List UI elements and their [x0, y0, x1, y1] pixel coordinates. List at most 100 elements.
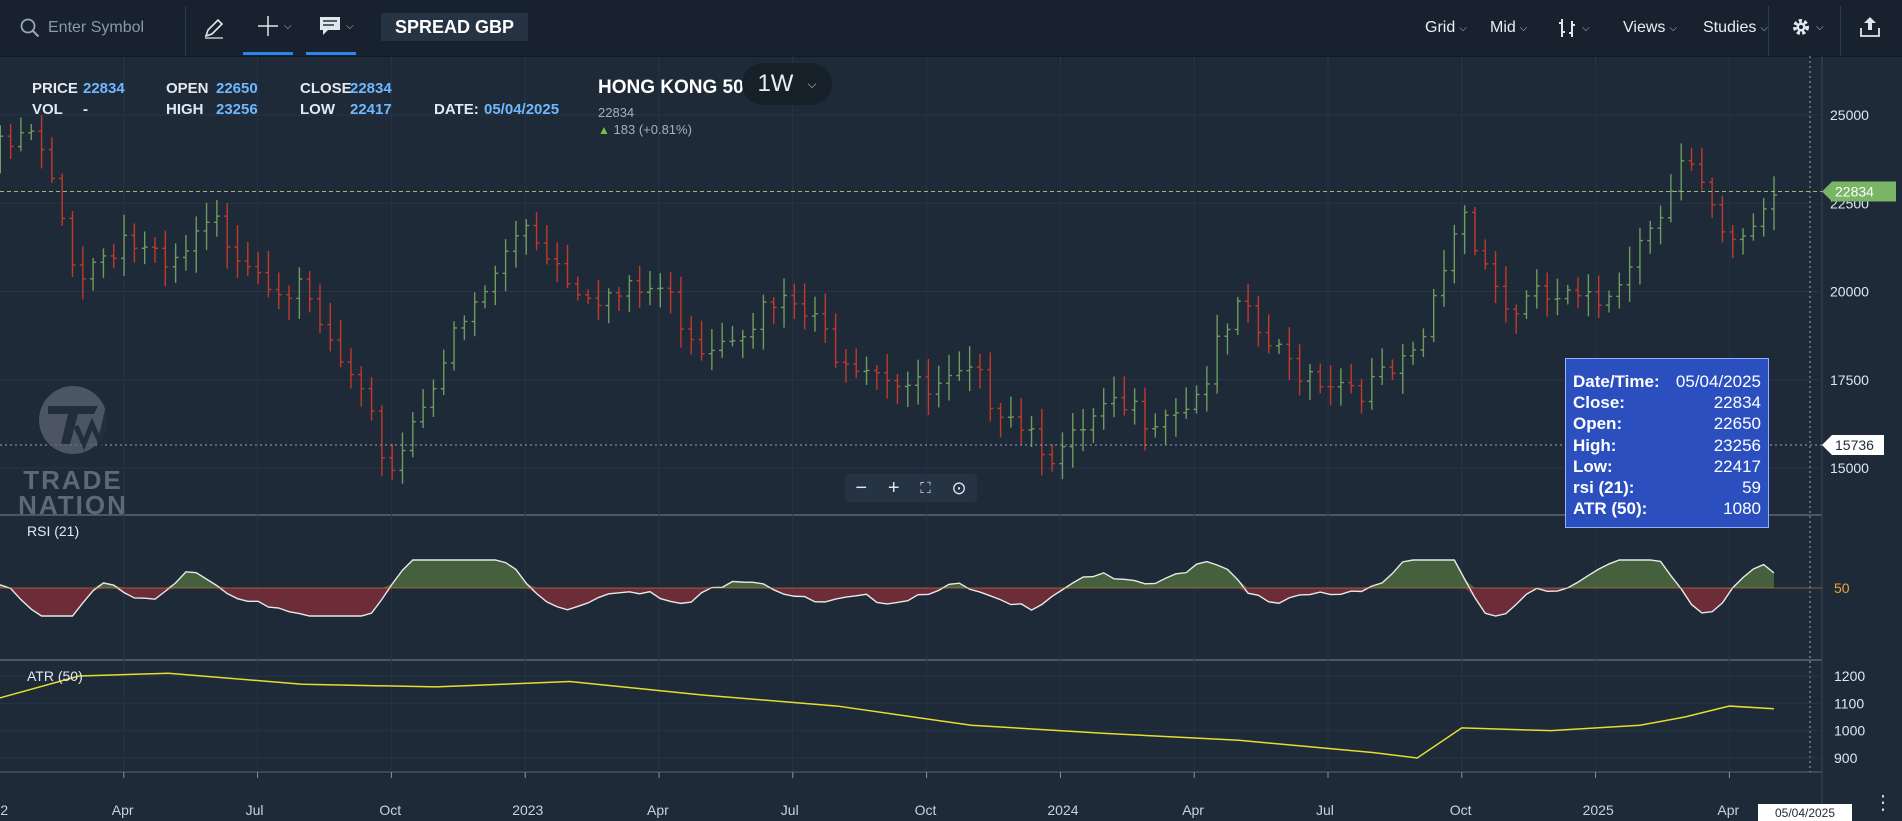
reset-zoom-icon[interactable]: ⊙ [951, 477, 967, 498]
close-label: CLOSE [300, 80, 352, 97]
high-label: HIGH [166, 101, 204, 118]
crosshair-tool-button[interactable]: ⌵ [256, 14, 292, 38]
price-type-menu[interactable]: Mid ⌵ [1490, 19, 1527, 37]
annotation-tool-button[interactable]: ⌵ [318, 15, 354, 37]
draw-tool-button[interactable] [202, 16, 226, 40]
vol-value: - [83, 101, 88, 118]
export-icon [1860, 17, 1880, 37]
atr-pane-label: ATR (50) [27, 668, 83, 684]
atr-line [0, 672, 1775, 759]
tooltip-row: rsi (21): 59 [1573, 477, 1761, 498]
price-label: PRICE [32, 80, 78, 97]
time-label: 2024 [1047, 802, 1078, 818]
close-value: 22834 [350, 80, 392, 97]
tooltip-row: Date/Time: 05/04/2025 [1573, 371, 1761, 392]
tooltip-row: High: 23256 [1573, 435, 1761, 456]
tooltip-key: High: [1573, 435, 1617, 455]
date-value: 05/04/2025 [484, 101, 560, 118]
symbol-search[interactable]: Enter Symbol [20, 14, 180, 42]
tooltip-value: 05/04/2025 [1675, 372, 1761, 391]
chart-area[interactable]: 2022 Apr Jul Oct 2023 Apr Jul Oct 2024 Apr Jul Oct 2… [0, 56, 1902, 821]
time-label: 2025 [1583, 802, 1614, 818]
logo-text-top: TRADE [23, 465, 123, 495]
grid-menu[interactable]: Grid ⌵ [1425, 19, 1467, 37]
tooltip-value: 23256 [1713, 435, 1761, 455]
tooltip-key: Close: [1573, 393, 1625, 413]
tooltip-key: rsi (21): [1573, 478, 1635, 498]
time-label: Jul [781, 802, 799, 818]
tooltip-value: 22417 [1713, 456, 1761, 476]
last-price-marker-text: 22834 [1835, 183, 1874, 199]
tooltip-key: Low: [1573, 456, 1613, 476]
atr-tick-label: 900 [1834, 750, 1858, 766]
studies-menu[interactable]: Studies ⌵ [1703, 19, 1768, 37]
low-label: LOW [300, 101, 335, 118]
price-tick-label: 15000 [1830, 460, 1869, 476]
zoom-out-icon[interactable]: − [855, 476, 868, 499]
chart-type-menu[interactable]: ⌵ [1558, 17, 1590, 39]
tooltip-row: Close: 22834 [1573, 392, 1761, 413]
share-export-button[interactable] [1857, 14, 1883, 40]
top-toolbar: Enter Symbol ⌵ ⌵ SPREAD GBP Grid ⌵ Mid ⌵ ⌵… [0, 0, 1902, 57]
time-label: Apr [1717, 802, 1739, 818]
studies-menu-label: Studies [1703, 19, 1757, 36]
interval-label: 1W [757, 70, 794, 97]
price-tick-label: 17500 [1830, 372, 1869, 388]
time-label: Apr [112, 802, 134, 818]
chevron-down-icon: ⌵ [1519, 22, 1528, 34]
time-label: Apr [647, 802, 669, 818]
price-tick-label: 20000 [1830, 284, 1869, 300]
cursor-date-label: 05/04/2025 [1758, 804, 1852, 821]
rsi-line [0, 559, 1775, 617]
fit-screen-icon[interactable]: ⛶ [920, 479, 931, 497]
price-value: 22834 [83, 80, 125, 97]
search-input[interactable]: Enter Symbol [48, 19, 145, 36]
crosshair-icon [258, 16, 278, 36]
more-vertical-icon[interactable]: ⋮ [1873, 792, 1893, 814]
toolbar-divider [1840, 6, 1841, 56]
active-tool-indicator [243, 52, 293, 55]
chevron-down-icon: ⌵ [1760, 22, 1768, 34]
views-menu-label: Views [1623, 19, 1666, 36]
trade-nation-mark-icon [39, 386, 111, 454]
tooltip-row: Open: 22650 [1573, 413, 1761, 434]
atr-tick-label: 1200 [1834, 668, 1865, 684]
toolbar-divider [1768, 6, 1769, 56]
interval-selector[interactable]: 1W ⌵ [742, 63, 832, 105]
rsi-oversold-fill [0, 588, 1774, 616]
gear-icon [1793, 19, 1809, 35]
rsi-overbought-fill [0, 560, 1774, 588]
time-label: 2022 [0, 802, 8, 818]
open-value: 22650 [216, 80, 258, 97]
tooltip-value: 22834 [1713, 393, 1761, 413]
arrow-up-icon: ▲ [598, 123, 610, 137]
comment-icon [320, 17, 340, 35]
settings-button[interactable]: ⌵ [1790, 16, 1824, 38]
tooltip-value: 59 [1742, 478, 1761, 498]
instrument-title: HONG KONG 50 [598, 77, 744, 98]
vol-info: VOL [32, 101, 63, 118]
open-label: OPEN [166, 80, 209, 97]
trade-nation-logo: TRADE NATION [18, 384, 128, 520]
tooltip-key: Open: [1573, 414, 1623, 434]
date-label: DATE: [434, 101, 479, 118]
views-menu[interactable]: Views ⌵ [1623, 19, 1677, 37]
ohlc-bars-icon [1559, 19, 1575, 37]
chevron-down-icon: ⌵ [1582, 22, 1590, 34]
chart-canvas[interactable]: 2022 Apr Jul Oct 2023 Apr Jul Oct 2024 Apr Jul Oct 2… [0, 56, 1902, 821]
time-label: Jul [246, 802, 264, 818]
time-label: Jul [1316, 802, 1334, 818]
toolbar-divider [185, 6, 186, 56]
chevron-down-icon: ⌵ [1816, 21, 1824, 33]
price-type-label: Mid [1490, 19, 1516, 36]
tooltip-row: ATR (50): 1080 [1573, 498, 1761, 519]
logo-text-bottom: NATION [18, 490, 128, 520]
last-price-marker [1822, 181, 1896, 202]
tooltip-key: Date/Time: [1573, 372, 1660, 391]
time-label: Oct [915, 802, 937, 818]
tooltip-key: ATR (50): [1573, 499, 1648, 519]
chevron-down-icon: ⌵ [807, 76, 817, 91]
time-label: 2023 [512, 802, 543, 818]
low-value: 22417 [350, 101, 392, 118]
zoom-in-icon[interactable]: + [887, 476, 900, 499]
